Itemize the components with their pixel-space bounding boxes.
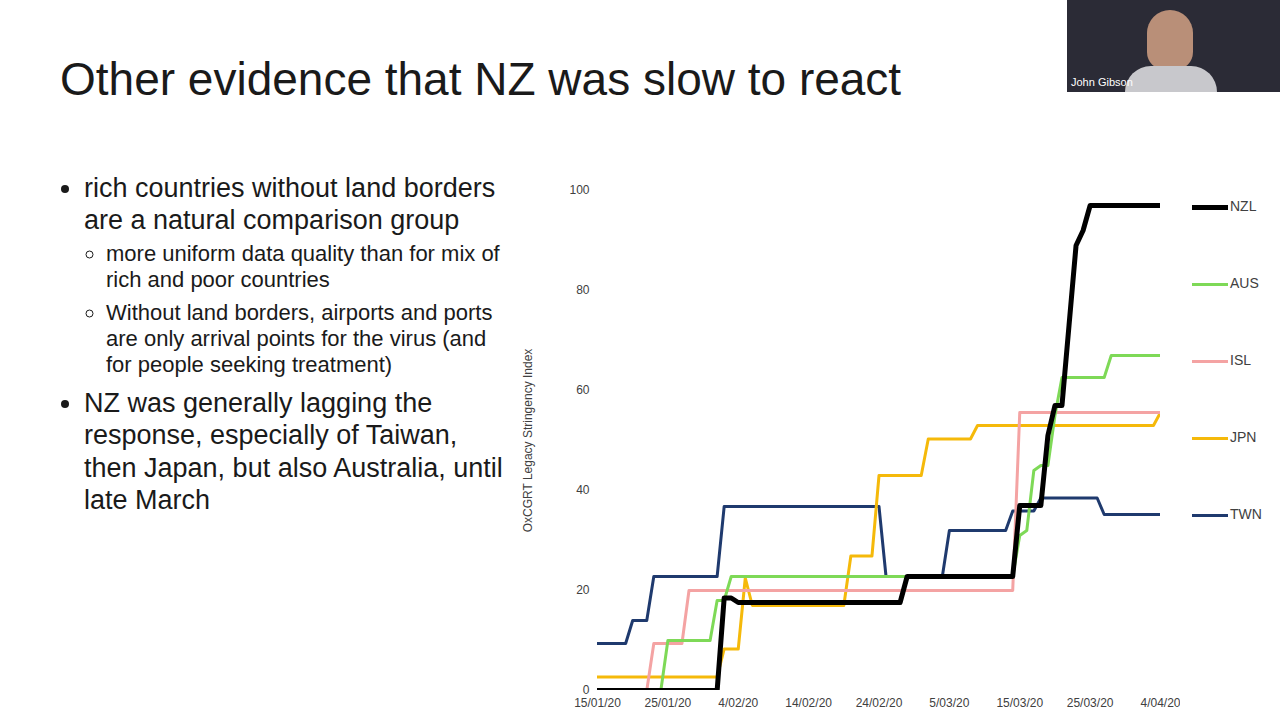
html-text:Other evidence that NZ was slo: Other evidence that NZ was slow to react [60, 53, 902, 105]
svg-text:25/01/20: 25/01/20 [645, 696, 692, 710]
svg-text:60: 60 [576, 383, 590, 397]
svg-text:15/03/20: 15/03/20 [996, 696, 1043, 710]
html-text:ISL: ISL [1230, 352, 1251, 368]
svg-text:40: 40 [576, 483, 590, 497]
svg-text:24/02/20: 24/02/20 [856, 696, 903, 710]
svg-text:15/01/20: 15/01/20 [574, 696, 621, 710]
html-text:rich countries without land bo: rich countries without land borders are … [84, 173, 496, 236]
svg-text:100: 100 [569, 183, 589, 197]
html-text:AUS: AUS [1230, 275, 1259, 291]
html-text:Without land borders, airports: Without land borders, airports and ports… [106, 299, 493, 378]
html-text:JPN: JPN [1230, 429, 1257, 445]
svg-text:5/03/20: 5/03/20 [929, 696, 969, 710]
html-text:TWN: TWN [1230, 506, 1262, 522]
svg-text:25/03/20: 25/03/20 [1067, 696, 1114, 710]
html-text:NZ was generally lagging the r: NZ was generally lagging the response, e… [84, 387, 503, 515]
svg-text:14/02/20: 14/02/20 [785, 696, 832, 710]
svg-text:20: 20 [576, 583, 590, 597]
html-text:NZL: NZL [1230, 198, 1257, 214]
svg-text:80: 80 [576, 283, 590, 297]
html-text:John Gibson: John Gibson [1071, 76, 1133, 88]
svg-text:4/04/20: 4/04/20 [1140, 696, 1180, 710]
svg-text:0: 0 [582, 683, 590, 698]
svg-text:OxCGRT Legacy Stringency Index: OxCGRT Legacy Stringency Index [521, 349, 535, 533]
html-text:more uniform data quality than: more uniform data quality than for mix o… [106, 240, 500, 293]
svg-text:4/02/20: 4/02/20 [718, 696, 758, 710]
